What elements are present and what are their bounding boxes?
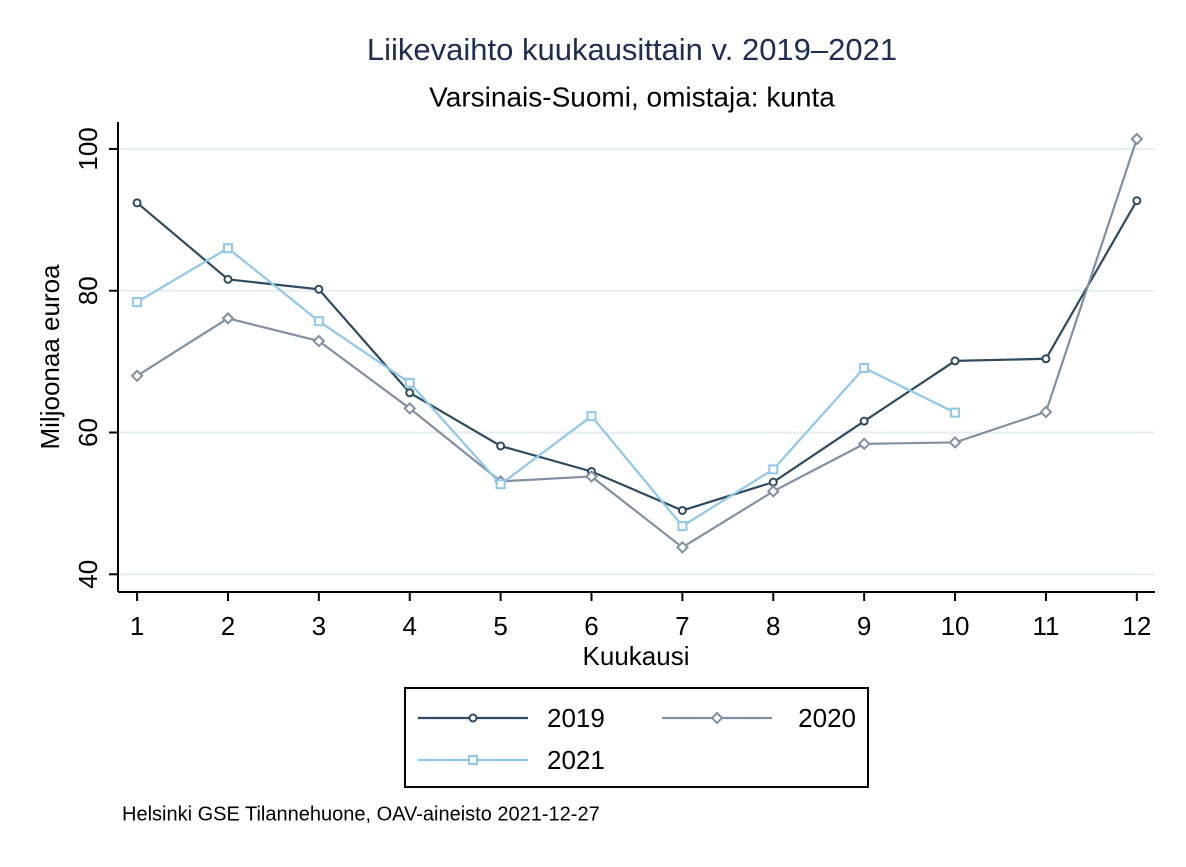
y-tick-label: 80 <box>73 276 103 305</box>
x-tick-label: 3 <box>312 611 326 641</box>
x-tick-label: 10 <box>941 611 970 641</box>
x-axis-label: Kuukausi <box>583 641 690 671</box>
data-point <box>222 243 233 254</box>
data-point <box>857 437 871 451</box>
data-point <box>948 436 962 449</box>
series-line <box>136 246 956 528</box>
data-point <box>496 441 506 451</box>
legend-label: 2019 <box>547 703 605 733</box>
data-point <box>1041 354 1051 364</box>
legend-label: 2021 <box>547 745 605 775</box>
data-point <box>950 407 961 418</box>
data-point <box>223 274 233 284</box>
data-point <box>314 284 324 294</box>
data-point <box>675 540 689 554</box>
data-point <box>677 521 688 532</box>
data-point <box>766 484 780 498</box>
data-point <box>677 505 687 515</box>
chart-title: Liikevaihto kuukausittain v. 2019–2021 <box>367 32 897 67</box>
x-tick-label: 1 <box>130 611 144 641</box>
data-point <box>1132 196 1142 206</box>
data-point <box>221 311 235 325</box>
legend-box <box>404 687 869 788</box>
data-point <box>404 377 415 388</box>
data-point <box>312 334 326 348</box>
series-line <box>136 200 1138 512</box>
legend-marker <box>468 713 478 723</box>
data-point <box>132 297 143 308</box>
x-tick-label: 11 <box>1032 611 1059 641</box>
x-tick-label: 6 <box>584 611 598 641</box>
data-point <box>585 470 598 483</box>
chart-subtitle: Varsinais-Suomi, omistaja: kunta <box>429 81 835 112</box>
data-point <box>586 411 597 422</box>
data-point <box>950 356 960 366</box>
legend-label: 2020 <box>798 703 856 733</box>
data-point <box>313 316 324 327</box>
x-tick-label: 2 <box>221 611 235 641</box>
x-tick-label: 5 <box>493 611 507 641</box>
y-axis-label: Miljoonaa euroa <box>35 264 65 450</box>
y-tick-label: 100 <box>73 127 103 170</box>
source-note: Helsinki GSE Tilannehuone, OAV-aineisto … <box>122 803 600 825</box>
legend-marker <box>468 755 478 765</box>
data-point <box>495 479 506 490</box>
data-point <box>132 198 142 208</box>
legend-marker <box>710 711 724 725</box>
y-tick-label: 60 <box>73 418 103 447</box>
x-tick-label: 4 <box>403 611 417 641</box>
x-tick-label: 12 <box>1122 611 1151 641</box>
data-point <box>768 477 778 487</box>
x-tick-label: 7 <box>675 611 689 641</box>
data-point <box>130 369 144 383</box>
data-point <box>859 416 869 426</box>
series-line <box>136 138 1138 549</box>
data-point <box>1039 405 1053 419</box>
data-point <box>405 388 415 398</box>
data-point <box>403 401 417 415</box>
y-tick-label: 40 <box>73 560 103 589</box>
data-point <box>1130 132 1144 146</box>
data-point <box>768 464 779 475</box>
x-tick-label: 8 <box>766 611 780 641</box>
data-point <box>859 362 870 373</box>
x-tick-label: 9 <box>857 611 871 641</box>
